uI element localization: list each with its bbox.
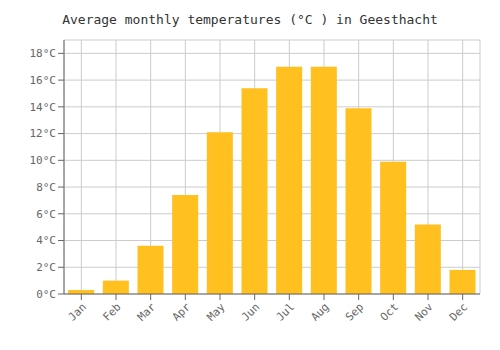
svg-text:18°C: 18°C [30, 47, 57, 60]
svg-text:0°C: 0°C [36, 288, 56, 301]
svg-text:Apr: Apr [170, 300, 194, 324]
svg-text:Sep: Sep [343, 300, 366, 323]
svg-text:Nov: Nov [412, 300, 436, 324]
svg-text:Feb: Feb [100, 300, 123, 323]
svg-text:Aug: Aug [308, 300, 331, 323]
svg-text:Jun: Jun [239, 300, 262, 323]
svg-text:2°C: 2°C [36, 261, 56, 274]
svg-text:8°C: 8°C [36, 181, 56, 194]
svg-text:6°C: 6°C [36, 208, 56, 221]
svg-text:10°C: 10°C [30, 154, 57, 167]
svg-text:Oct: Oct [378, 300, 401, 323]
svg-text:16°C: 16°C [30, 74, 57, 87]
svg-text:Jan: Jan [66, 300, 89, 323]
svg-text:4°C: 4°C [36, 234, 56, 247]
svg-text:Mar: Mar [135, 300, 159, 324]
svg-text:Jul: Jul [274, 300, 297, 323]
html-text:Average monthly temperatures (: Average monthly temperatures (°C ) in Ge… [62, 12, 438, 27]
svg-text:May: May [204, 300, 228, 324]
svg-text:Dec: Dec [447, 300, 470, 323]
svg-text:12°C: 12°C [30, 127, 57, 140]
svg-text:14°C: 14°C [30, 101, 57, 114]
